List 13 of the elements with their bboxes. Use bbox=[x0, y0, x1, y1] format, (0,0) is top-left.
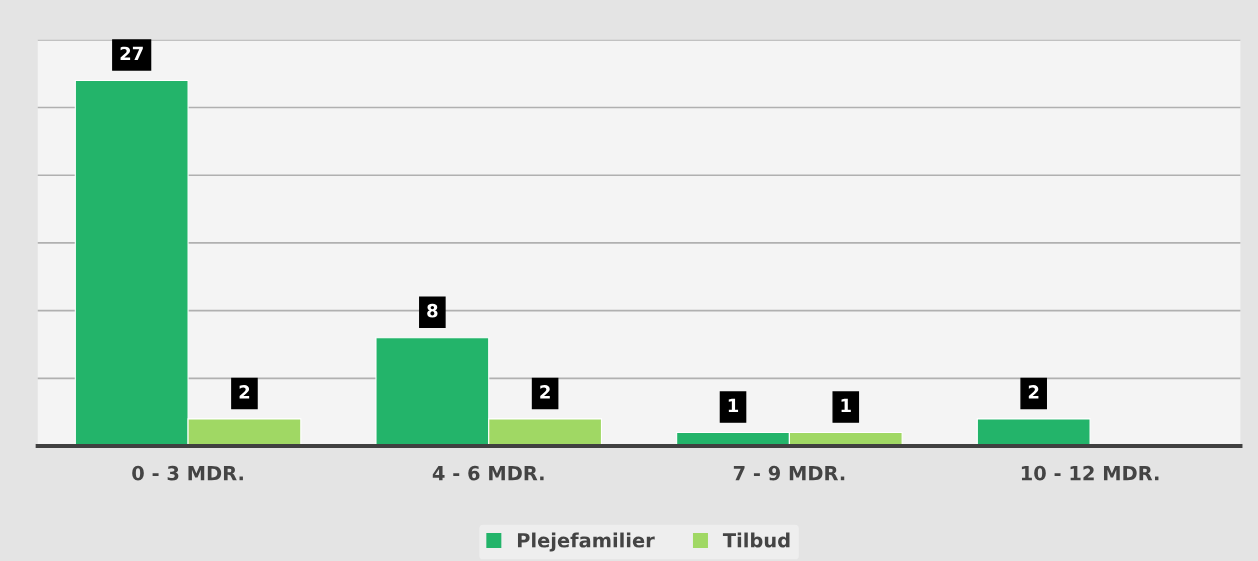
data-label: 27 bbox=[120, 46, 143, 61]
legend-label: Plejefamilier bbox=[517, 532, 655, 552]
x-tick-label: 4 - 6 MDR. bbox=[432, 465, 544, 481]
x-tick-label: 0 - 3 MDR. bbox=[132, 465, 243, 481]
x-tick-label: 7 - 9 MDR. bbox=[733, 465, 845, 481]
data-label: 1 bbox=[841, 398, 851, 413]
data-label: 8 bbox=[427, 303, 438, 318]
x-tick-label: 10 - 12 MDR. bbox=[1021, 465, 1159, 481]
data-label: 2 bbox=[1028, 385, 1039, 399]
data-label: 2 bbox=[540, 385, 550, 399]
data-label: 2 bbox=[239, 385, 250, 399]
legend-label: Tilbud bbox=[722, 532, 790, 548]
data-label: 1 bbox=[728, 398, 739, 413]
